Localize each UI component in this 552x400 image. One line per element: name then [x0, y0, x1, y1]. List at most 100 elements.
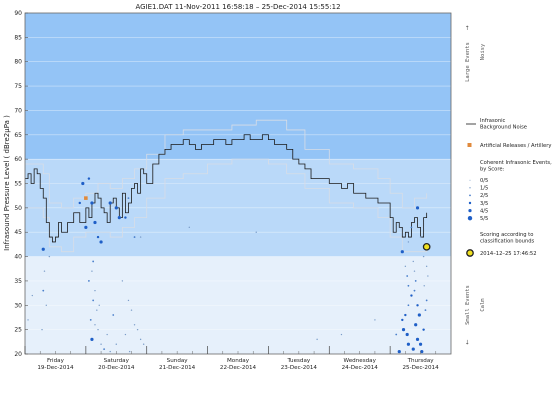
- y-tick-label: 40: [14, 254, 22, 261]
- legend-score-label: 2/5: [480, 193, 488, 199]
- event-point: [424, 309, 427, 312]
- event-point: [133, 236, 136, 238]
- event-point: [130, 309, 133, 311]
- event-point: [422, 255, 425, 258]
- x-date-label: 21-Dec-2014: [159, 365, 196, 371]
- x-day-label: Tuesday: [286, 358, 310, 364]
- x-date-label: 23-Dec-2014: [281, 365, 318, 371]
- event-point: [420, 349, 424, 354]
- event-point: [418, 342, 423, 346]
- event-point: [414, 280, 417, 282]
- legend-coherent-title: Coherent Infrasonic Events, by Score:: [480, 160, 552, 173]
- x-day-label: Saturday: [104, 358, 130, 364]
- background-noise-line: [25, 134, 428, 243]
- event-point: [114, 206, 118, 210]
- y-axis-label: Infrasound Pressure Level ( dBre2µPa ): [3, 115, 11, 251]
- event-point: [410, 226, 413, 229]
- background-noise-series: [25, 134, 428, 243]
- event-point: [404, 313, 407, 317]
- y-tick-label: 75: [14, 83, 22, 90]
- y-tick-label: 30: [14, 302, 22, 309]
- legend-score-dot: [467, 216, 473, 221]
- event-point: [188, 226, 191, 229]
- event-point: [48, 255, 51, 258]
- event-point: [88, 280, 90, 282]
- event-point: [411, 347, 415, 351]
- event-point: [401, 318, 404, 322]
- event-point: [108, 201, 112, 205]
- calm-label: Calm: [480, 298, 486, 312]
- legend-score-dot: [469, 187, 471, 189]
- y-tick-label: 20: [14, 351, 22, 358]
- noisy-label: Noisy: [480, 43, 486, 60]
- event-point: [400, 250, 404, 254]
- legend-current-time: 2014–12–25 17:46:52: [480, 251, 537, 257]
- arrow-up-icon: →: [464, 25, 471, 30]
- legend-score-label: 3/5: [480, 201, 488, 207]
- legend-score-label: 0/5: [480, 178, 488, 184]
- y-tick-label: 55: [14, 181, 22, 188]
- event-point: [89, 319, 92, 321]
- y-tick-label: 80: [14, 59, 22, 66]
- y-tick-label: 90: [14, 10, 22, 17]
- event-point: [84, 225, 88, 229]
- x-date-label: 25-Dec-2014: [402, 365, 439, 371]
- y-axis-ticks: 20 25 30 35 40 45 50 55 60 65 70 75 80 85 90: [14, 10, 28, 358]
- y-tick-label: 35: [14, 278, 22, 285]
- event-point: [124, 216, 127, 219]
- event-point: [127, 299, 130, 302]
- y-tick-label: 65: [14, 132, 22, 139]
- event-point: [97, 328, 99, 331]
- event-point: [117, 216, 121, 220]
- event-point: [414, 323, 418, 327]
- legend-artificial-swatch: [467, 143, 472, 147]
- event-point: [93, 220, 97, 225]
- noise-envelope: [25, 119, 428, 253]
- event-point: [41, 328, 43, 331]
- event-point: [91, 270, 93, 272]
- y-tick-label: 60: [14, 156, 22, 163]
- event-point: [413, 289, 416, 292]
- artificial-release-point: [84, 196, 88, 200]
- event-point: [31, 294, 34, 297]
- event-point: [406, 342, 410, 346]
- legend-score-dot: [468, 209, 472, 213]
- event-point: [87, 177, 91, 180]
- y-tick-label: 85: [14, 34, 22, 41]
- y-tick-label: 45: [14, 229, 22, 236]
- event-point: [115, 343, 117, 345]
- event-point: [425, 265, 428, 268]
- legend-score-dot: [469, 194, 471, 197]
- event-point: [99, 240, 103, 244]
- event-point: [127, 197, 130, 200]
- y-tick-label: 70: [14, 107, 22, 114]
- event-point: [404, 265, 407, 268]
- event-point: [139, 338, 142, 341]
- chart-title: AGIE1.DAT 11-Nov-2011 16:58:18 – 25-Dec-…: [135, 3, 340, 11]
- event-point: [419, 236, 422, 238]
- event-point: [405, 332, 409, 337]
- lower-envelope-line: [25, 158, 428, 253]
- event-point: [128, 350, 131, 353]
- event-point: [94, 324, 96, 326]
- event-point: [412, 260, 414, 263]
- event-point: [417, 313, 421, 317]
- event-point: [397, 349, 401, 354]
- event-point: [142, 343, 145, 345]
- y-tick-label: 25: [14, 327, 22, 334]
- x-date-label: 24-Dec-2014: [342, 365, 379, 371]
- event-point: [427, 275, 429, 277]
- event-point: [410, 294, 413, 297]
- event-point: [255, 231, 257, 233]
- legend-score-dot: [469, 179, 471, 181]
- event-point: [407, 241, 410, 243]
- event-point: [96, 235, 100, 239]
- event-point: [415, 206, 420, 210]
- legend-score-label: 4/5: [480, 208, 488, 214]
- x-day-label: Thursday: [407, 358, 435, 364]
- legend-noise-label: Infrasonic Background Noise: [480, 118, 527, 131]
- x-date-label: 19-Dec-2014: [37, 365, 74, 371]
- event-point: [106, 333, 108, 336]
